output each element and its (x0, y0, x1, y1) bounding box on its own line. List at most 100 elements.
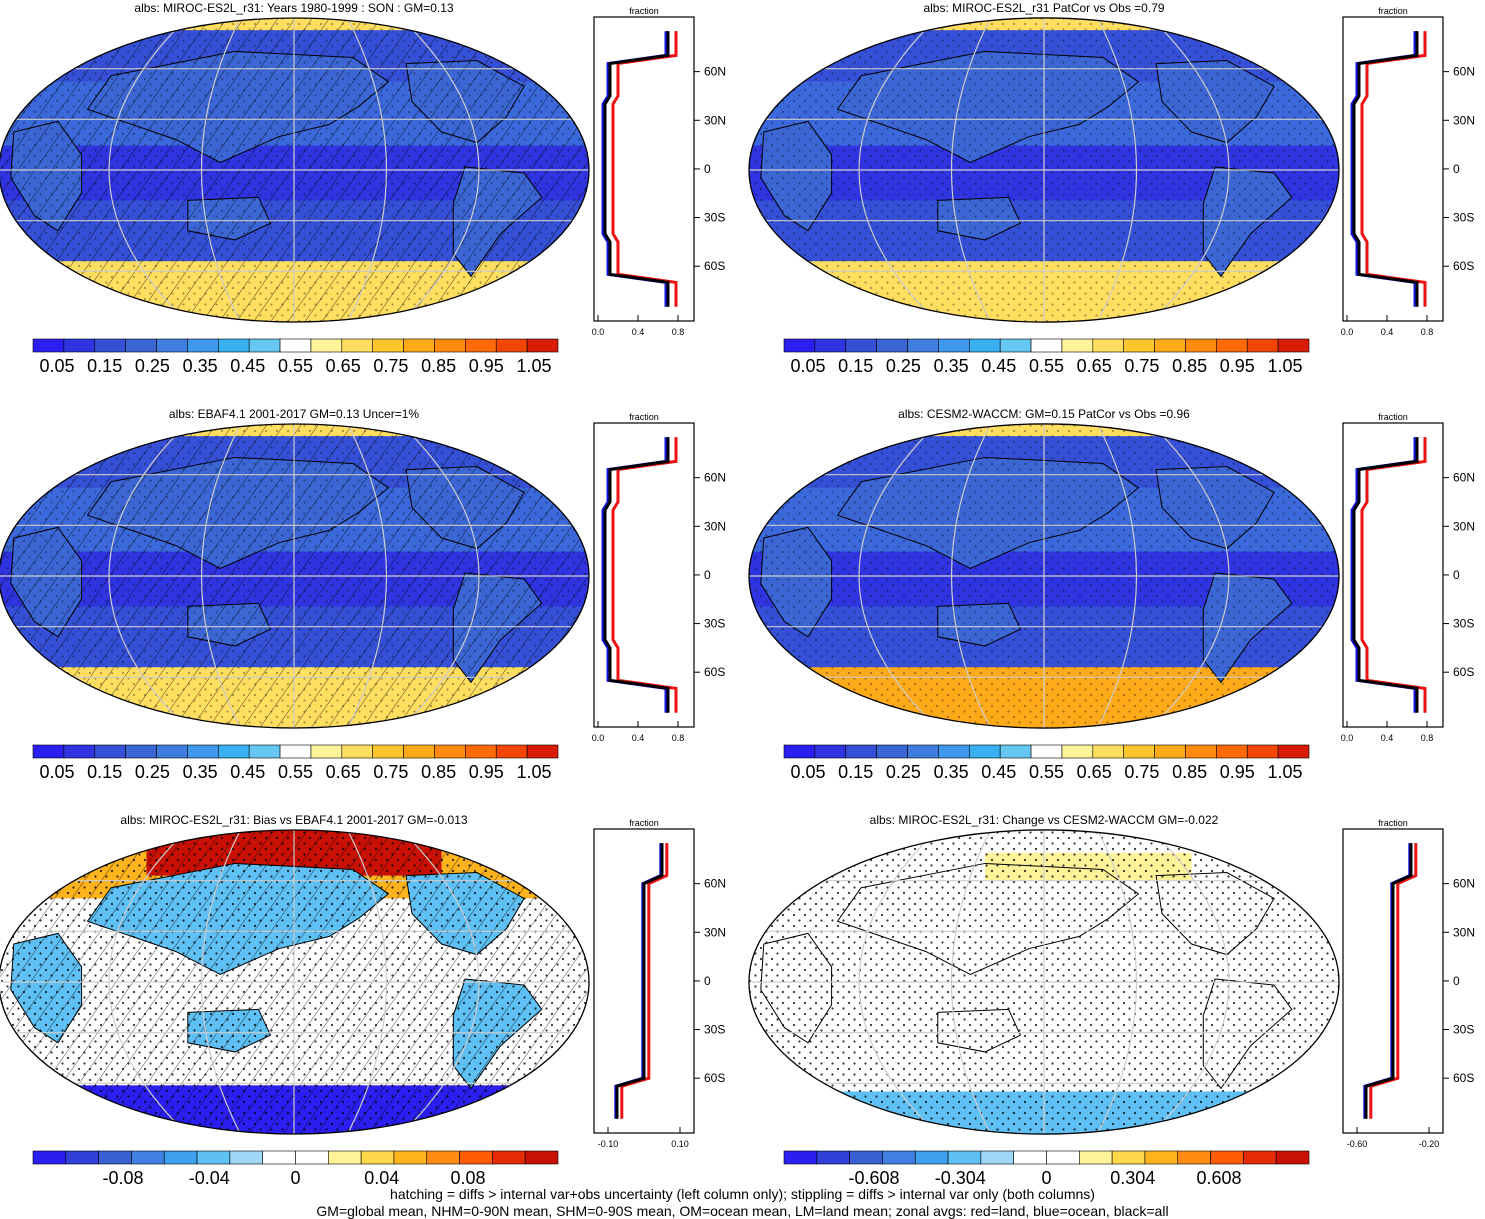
colorbar: 0.05 0.15 0.25 0.35 0.45 0.55 0.65 0.75 0.85 0.95… (783, 338, 1310, 376)
colorbar-swatch (1092, 338, 1125, 353)
colorbar-swatch (63, 744, 96, 759)
colorbar-swatch (403, 338, 435, 353)
colorbar-label: 0.04 (364, 1168, 399, 1188)
colorbar-swatch (968, 338, 1001, 353)
longitude-gridline (400, 830, 480, 1134)
colorbar-label: 0.95 (469, 762, 504, 782)
colorbar-swatch (980, 1150, 1014, 1165)
colorbar-label: 0.65 (1077, 356, 1112, 376)
colorbar-swatch (229, 1150, 263, 1165)
colorbar-swatch (814, 338, 847, 353)
colorbar-swatch (65, 1150, 99, 1165)
colorbar-swatch (32, 338, 65, 353)
colorbar-swatch (248, 338, 281, 353)
ocean-zonal-line (601, 437, 668, 713)
colorbar-label: 1.05 (1267, 356, 1302, 376)
land-zonal-line (1360, 31, 1427, 307)
lat-tick-label: 30N (1453, 113, 1475, 127)
ocean-zonal-line (1350, 437, 1417, 713)
colorbar-swatch (1154, 338, 1186, 353)
colorbar-swatch (187, 744, 219, 759)
zonal-x-tick-label: 0.10 (671, 1139, 689, 1149)
longitude-gridline (201, 18, 241, 322)
colorbar-label: 0.95 (1220, 762, 1255, 782)
colorbar: -0.08 -0.04 0 0.04 0.08 (32, 1150, 559, 1188)
lat-tick-label: 60N (704, 471, 726, 485)
colorbar-swatch (492, 1150, 526, 1165)
zonal-x-tick-label: 0.0 (1341, 733, 1354, 743)
footer-line-2: GM=global mean, NHM=0-90N mean, SHM=0-90… (316, 1203, 1169, 1219)
map-border (748, 423, 1340, 729)
zonal-x-tick-label: -0.10 (598, 1139, 619, 1149)
colorbar-label: 0.15 (87, 762, 122, 782)
ocean-zonal-line (1363, 843, 1412, 1119)
ocean-zonal-line (1350, 31, 1417, 307)
colorbar-label: 0.25 (135, 762, 170, 782)
lat-tick-label: 0 (1453, 162, 1460, 176)
colorbar-label: 0.45 (981, 762, 1016, 782)
map-border (0, 423, 590, 729)
colorbar-label: 0.608 (1196, 1168, 1241, 1188)
colorbar-label: 1.05 (1267, 762, 1302, 782)
colorbar-swatch (465, 338, 497, 353)
colorbar-swatch (999, 744, 1032, 759)
colorbar-label: 0.85 (421, 356, 456, 376)
colorbar-label: 0.25 (135, 356, 170, 376)
colorbar-label: 0.75 (1124, 762, 1159, 782)
lat-tick-label: 60N (1453, 471, 1475, 485)
map-border (0, 829, 590, 1135)
lat-tick-label: 30N (1453, 519, 1475, 533)
colorbar-swatch (279, 744, 312, 759)
colorbar-label: 0.45 (981, 356, 1016, 376)
longitude-gridline (108, 424, 188, 728)
longitude-gridline (1097, 829, 1137, 1135)
lat-tick-label: 60N (704, 65, 726, 79)
colorbar-swatch (495, 338, 528, 353)
lat-tick-label: 60S (704, 259, 725, 273)
colorbar-swatch (372, 744, 404, 759)
colorbar-swatch (403, 744, 435, 759)
longitude-gridline (858, 17, 938, 323)
colorbar-swatch (526, 338, 559, 353)
colorbar-swatch (465, 744, 497, 759)
colorbar-swatch (341, 338, 374, 353)
all-zonal-line (1364, 843, 1413, 1119)
colorbar-swatch (156, 338, 188, 353)
colorbar-label: 0.05 (39, 356, 74, 376)
lat-tick-label: 60S (1453, 259, 1474, 273)
colorbar-label: 0.05 (790, 762, 825, 782)
lat-tick-label: 0 (1453, 974, 1460, 988)
zonal-x-tick-label: 0.4 (632, 733, 645, 743)
colorbar-swatch (279, 338, 312, 353)
colorbar-swatch (783, 1150, 818, 1165)
colorbar-swatch (907, 338, 939, 353)
colorbar-swatch (845, 744, 877, 759)
zonal-x-tick-label: 0.0 (592, 733, 605, 743)
longitude-gridline (347, 18, 387, 322)
longitude-gridline (1097, 423, 1137, 729)
colorbar-label: 0.08 (450, 1168, 485, 1188)
colorbar-swatch (1246, 338, 1279, 353)
colorbar-swatch (999, 338, 1032, 353)
colorbar-label: 0.55 (278, 762, 313, 782)
colorbar-swatch (968, 744, 1001, 759)
panel-title: albs: EBAF4.1 2001-2017 GM=0.13 Uncer=1% (169, 407, 419, 421)
lat-tick-label: 30N (704, 519, 726, 533)
colorbar-swatch (1092, 744, 1125, 759)
colorbar-swatch (310, 338, 343, 353)
colorbar: -0.608 -0.304 0 0.304 0.608 (783, 1150, 1310, 1188)
colorbar-swatch (907, 744, 939, 759)
colorbar-swatch (1030, 338, 1063, 353)
longitude-gridline (1150, 829, 1230, 1135)
all-zonal-line (603, 31, 670, 307)
colorbar-label: 0.75 (373, 762, 408, 782)
zonal-title: fraction (629, 818, 659, 828)
longitude-gridline (400, 424, 480, 728)
colorbar-label: 0.15 (838, 762, 873, 782)
colorbar-swatch (426, 1150, 460, 1165)
colorbar-swatch (1185, 338, 1217, 353)
colorbar-label: 1.05 (516, 356, 551, 376)
colorbar-swatch (156, 744, 188, 759)
colorbar-label: 0.25 (886, 762, 921, 782)
colorbar-swatch (524, 1150, 559, 1165)
